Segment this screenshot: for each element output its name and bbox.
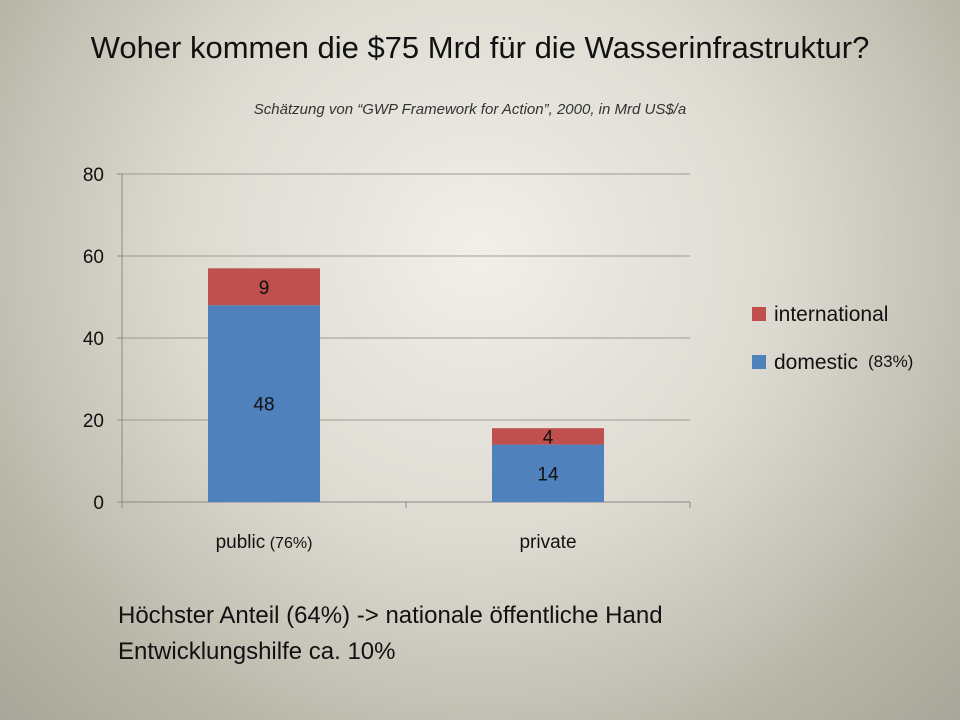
bars (208, 268, 604, 502)
legend-label-international: international (774, 303, 888, 326)
data-labels: 48 9 14 4 (253, 278, 559, 486)
legend-swatch-domestic (752, 355, 766, 369)
legend-label-domestic: domestic (774, 351, 858, 374)
category-label-private: private (519, 532, 576, 553)
data-label-public-international: 9 (259, 278, 270, 299)
page-title: Woher kommen die $75 Mrd für die Wasseri… (90, 30, 870, 65)
chart-subtitle: Schätzung von “GWP Framework for Action”… (253, 101, 687, 118)
note-highest-share: Höchster Anteil (64%) -> nationale öffen… (118, 602, 663, 629)
bar-private-international (492, 428, 604, 445)
y-tick-label-20: 20 (83, 411, 104, 432)
axes (117, 173, 691, 508)
grid-lines (122, 173, 690, 421)
legend: international domestic (83%) (752, 303, 913, 374)
bar-public-international (208, 268, 320, 306)
y-tick-label-0: 0 (93, 493, 104, 514)
category-labels: public (76%) private (216, 532, 577, 553)
data-label-private-domestic: 14 (537, 464, 559, 485)
data-label-private-international: 4 (543, 427, 554, 448)
bar-public-domestic (208, 305, 320, 502)
data-label-public-domestic: 48 (253, 395, 274, 416)
bar-private-domestic (492, 444, 604, 502)
legend-swatch-international (752, 307, 766, 321)
legend-annotation-domestic: (83%) (868, 352, 913, 371)
category-annotation-public: (76%) (265, 535, 312, 552)
y-tick-label-60: 60 (83, 247, 104, 268)
note-development-aid: Entwicklungshilfe ca. 10% (118, 638, 396, 665)
category-label-public: public (76%) (216, 532, 313, 553)
y-tick-label-40: 40 (83, 329, 104, 350)
y-tick-labels: 0 20 40 60 80 (83, 165, 104, 514)
y-tick-label-80: 80 (83, 165, 104, 186)
